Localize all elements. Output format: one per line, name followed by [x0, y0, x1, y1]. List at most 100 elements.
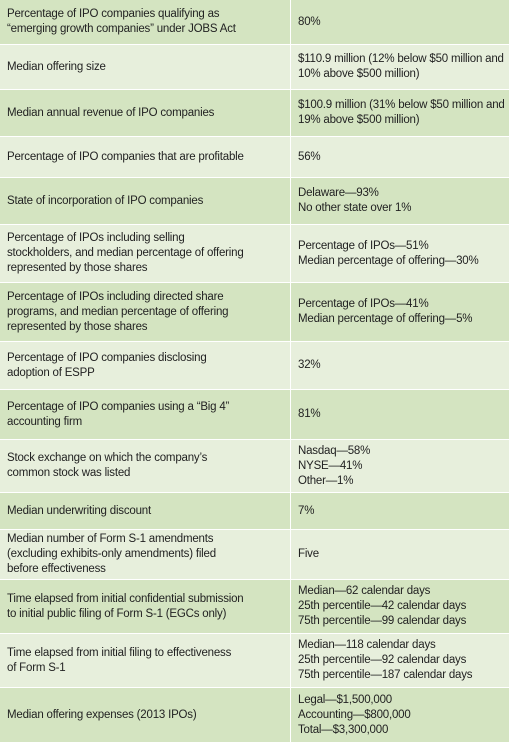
- text-line: to initial public filing of Form S-1 (EG…: [7, 607, 227, 620]
- table-row: Median annual revenue of IPO companies $1…: [0, 90, 509, 137]
- text-line: of Form S-1: [7, 661, 66, 674]
- row-label: Median offering expenses (2013 IPOs): [0, 688, 291, 742]
- text-line: Total—$3,300,000: [298, 723, 389, 736]
- row-value: $110.9 million (12% below $50 million an…: [291, 45, 509, 89]
- table-row: Median offering size $110.9 million (12% …: [0, 45, 509, 90]
- row-label: State of incorporation of IPO companies: [0, 178, 291, 224]
- text-line: 75th percentile—187 calendar days: [298, 669, 473, 681]
- text-line: Nasdaq—58%: [298, 444, 371, 457]
- text-line: Delaware—93%: [298, 187, 379, 199]
- row-value: Legal—$1,500,000 Accounting—$800,000 Total…: [291, 688, 509, 742]
- text-line: 81%: [298, 408, 321, 420]
- row-value: 7%: [291, 493, 509, 529]
- row-label: Time elapsed from initial confidential s…: [0, 580, 291, 633]
- text-line: State of incorporation of IPO companies: [7, 194, 204, 207]
- table-row: Stock exchange on which the company’s com…: [0, 440, 509, 493]
- text-line: Percentage of IPOs—41%: [298, 298, 429, 310]
- text-line: 32%: [298, 359, 321, 371]
- text-line: 56%: [298, 150, 321, 163]
- text-line: Percentage of IPOs including directed sh…: [7, 290, 224, 303]
- text-line: Other—1%: [298, 474, 354, 487]
- text-line: Median number of Form S-1 amendments: [7, 533, 214, 545]
- text-line: (excluding exhibits-only amendments) fil…: [7, 548, 216, 560]
- row-label: Percentage of IPO companies that are pro…: [0, 137, 291, 177]
- row-label: Median annual revenue of IPO companies: [0, 90, 291, 136]
- row-value: 80%: [291, 0, 509, 44]
- row-label: Time elapsed from initial filing to effe…: [0, 634, 291, 687]
- text-line: Percentage of IPOs—51%: [298, 239, 429, 252]
- text-line: Percentage of IPO companies qualifying a…: [7, 8, 220, 20]
- text-line: Time elapsed from initial confidential s…: [7, 592, 244, 605]
- table-row: Percentage of IPO companies using a “Big…: [0, 390, 509, 440]
- text-line: common stock was listed: [7, 467, 131, 479]
- text-line: Median percentage of offering—30%: [298, 254, 479, 267]
- row-value: $100.9 million (31% below $50 million an…: [291, 90, 509, 136]
- row-label: Percentage of IPO companies disclosing ad…: [0, 342, 291, 389]
- text-line: Five: [298, 548, 319, 560]
- row-value: Percentage of IPOs—41% Median percentage …: [291, 283, 509, 341]
- text-line: Percentage of IPO companies using a “Big…: [7, 400, 230, 413]
- text-line: stockholders, and median percentage of o…: [7, 247, 244, 259]
- row-value: Median—118 calendar days 25th percentile—…: [291, 634, 509, 687]
- text-line: Median offering size: [7, 60, 106, 73]
- text-line: No other state over 1%: [298, 202, 412, 214]
- table-row: Median number of Form S-1 amendments (exc…: [0, 530, 509, 580]
- text-line: Time elapsed from initial filing to effe…: [7, 646, 232, 659]
- row-value: Percentage of IPOs—51% Median percentage …: [291, 225, 509, 282]
- row-label: Percentage of IPOs including directed sh…: [0, 283, 291, 341]
- text-line: $100.9 million (31% below $50 million an…: [298, 99, 505, 111]
- row-label: Median number of Form S-1 amendments (exc…: [0, 530, 291, 579]
- text-line: represented by those shares: [7, 262, 148, 274]
- row-label: Median offering size: [0, 45, 291, 89]
- text-line: Median offering expenses (2013 IPOs): [7, 708, 197, 721]
- text-line: $110.9 million (12% below $50 million an…: [298, 53, 504, 65]
- table-row: Percentage of IPO companies that are pro…: [0, 137, 509, 178]
- text-line: Median percentage of offering—5%: [298, 313, 473, 325]
- text-line: 75th percentile—99 calendar days: [298, 615, 467, 627]
- text-line: Percentage of IPO companies disclosing: [7, 351, 207, 364]
- text-line: 80%: [298, 15, 321, 28]
- text-line: adoption of ESPP: [7, 366, 95, 379]
- row-label: Percentage of IPO companies using a “Big…: [0, 390, 291, 439]
- text-line: Percentage of IPO companies that are pro…: [7, 150, 244, 163]
- text-line: 10% above $500 million): [298, 68, 420, 80]
- text-line: Percentage of IPOs including selling: [7, 232, 185, 244]
- text-line: Median annual revenue of IPO companies: [7, 106, 215, 119]
- row-label: Stock exchange on which the company’s com…: [0, 440, 291, 492]
- text-line: Accounting—$800,000: [298, 708, 411, 721]
- text-line: programs, and median percentage of offer…: [7, 305, 229, 318]
- row-value: Median—62 calendar days 25th percentile—4…: [291, 580, 509, 633]
- table-row: Time elapsed from initial confidential s…: [0, 580, 509, 634]
- table-row: Time elapsed from initial filing to effe…: [0, 634, 509, 688]
- text-line: represented by those shares: [7, 320, 148, 333]
- table-row: Median offering expenses (2013 IPOs) Lega…: [0, 688, 509, 743]
- row-value: 32%: [291, 342, 509, 389]
- text-line: 7%: [298, 504, 315, 517]
- row-value: 56%: [291, 137, 509, 177]
- row-label: Percentage of IPOs including selling stoc…: [0, 225, 291, 282]
- table-row: State of incorporation of IPO companies D…: [0, 178, 509, 225]
- text-line: 25th percentile—42 calendar days: [298, 600, 467, 612]
- text-line: Median—62 calendar days: [298, 585, 431, 597]
- table-row: Median underwriting discount 7%: [0, 493, 509, 530]
- row-value: 81%: [291, 390, 509, 439]
- row-value: Delaware—93% No other state over 1%: [291, 178, 509, 224]
- table-row: Percentage of IPO companies disclosing ad…: [0, 342, 509, 390]
- text-line: 25th percentile—92 calendar days: [298, 654, 467, 666]
- row-label: Median underwriting discount: [0, 493, 291, 529]
- text-line: “emerging growth companies” under JOBS A…: [7, 23, 236, 35]
- text-line: Median—118 calendar days: [298, 639, 436, 651]
- text-line: before effectiveness: [7, 563, 106, 575]
- row-value: Five: [291, 530, 509, 579]
- table-row: Percentage of IPO companies qualifying a…: [0, 0, 509, 45]
- text-line: 19% above $500 million): [298, 114, 420, 126]
- row-label: Percentage of IPO companies qualifying a…: [0, 0, 291, 44]
- text-line: Legal—$1,500,000: [298, 693, 392, 706]
- text-line: Stock exchange on which the company’s: [7, 452, 208, 464]
- text-line: Median underwriting discount: [7, 504, 151, 517]
- text-line: NYSE—41%: [298, 459, 363, 472]
- text-line: accounting firm: [7, 415, 82, 428]
- table-row: Percentage of IPOs including directed sh…: [0, 283, 509, 342]
- row-value: Nasdaq—58% NYSE—41% Other—1%: [291, 440, 509, 492]
